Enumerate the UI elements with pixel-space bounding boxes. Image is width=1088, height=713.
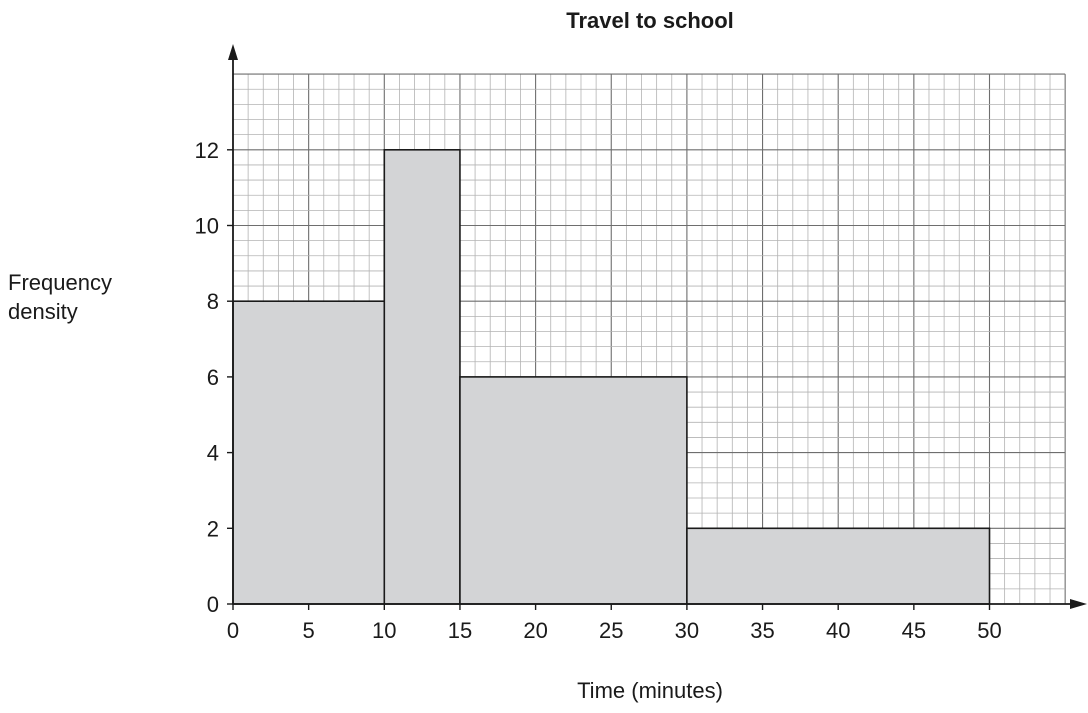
- x-tick-label: 45: [902, 618, 926, 643]
- y-axis-label-line-1: Frequency: [8, 270, 112, 295]
- x-tick-label: 10: [372, 618, 396, 643]
- x-tick-label: 30: [675, 618, 699, 643]
- y-tick-label: 4: [207, 441, 219, 466]
- y-tick-label: 6: [207, 365, 219, 390]
- y-tick-label: 0: [207, 592, 219, 617]
- x-tick-label: 40: [826, 618, 850, 643]
- y-axis-label: Frequency density: [8, 268, 158, 326]
- x-tick-label: 15: [448, 618, 472, 643]
- bars: [232, 149, 991, 605]
- y-axis-arrow: [228, 44, 238, 60]
- histogram-bar-30-50: [686, 527, 991, 605]
- axes: [228, 44, 1087, 609]
- chart-title: Travel to school: [566, 8, 734, 33]
- x-tick-label: 25: [599, 618, 623, 643]
- histogram-bar-0-10: [232, 300, 386, 605]
- x-tick-label: 0: [227, 618, 239, 643]
- y-tick-label: 10: [195, 214, 219, 239]
- x-tick-label: 50: [977, 618, 1001, 643]
- y-axis-label-line-2: density: [8, 299, 78, 324]
- histogram-bar-15-30: [459, 376, 688, 605]
- tick-labels: 0 5 10 15 20 25 30 35 40 45 50 0 2 4 6 8 10 12: [195, 138, 1002, 643]
- x-axis-arrow: [1070, 599, 1087, 609]
- x-tick-label: 20: [523, 618, 547, 643]
- x-axis-label: Time (minutes): [577, 678, 723, 703]
- histogram-bar-10-15: [383, 149, 461, 605]
- x-tick-label: 5: [303, 618, 315, 643]
- y-tick-label: 12: [195, 138, 219, 163]
- y-tick-label: 2: [207, 516, 219, 541]
- x-tick-label: 35: [750, 618, 774, 643]
- y-tick-label: 8: [207, 289, 219, 314]
